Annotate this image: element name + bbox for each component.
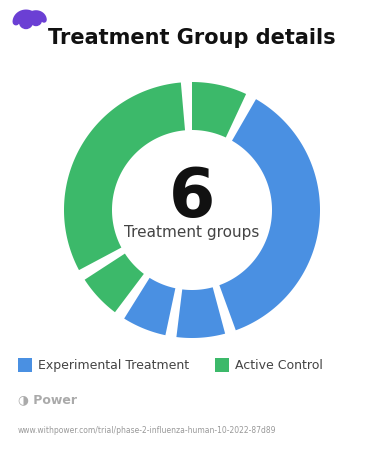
Polygon shape (176, 287, 225, 338)
Text: Treatment Group details: Treatment Group details (48, 28, 336, 48)
Circle shape (20, 15, 33, 28)
Polygon shape (219, 99, 320, 330)
Text: 6: 6 (169, 165, 215, 231)
Text: ◑ Power: ◑ Power (18, 393, 77, 406)
Text: Treatment groups: Treatment groups (124, 225, 260, 239)
Polygon shape (84, 253, 144, 312)
Polygon shape (64, 82, 185, 270)
FancyBboxPatch shape (215, 358, 229, 372)
Polygon shape (124, 278, 175, 335)
Polygon shape (192, 82, 246, 138)
Text: www.withpower.com/trial/phase-2-influenza-human-10-2022-87d89: www.withpower.com/trial/phase-2-influenz… (18, 425, 276, 434)
FancyBboxPatch shape (18, 358, 32, 372)
Text: Active Control: Active Control (235, 359, 323, 372)
Text: Experimental Treatment: Experimental Treatment (38, 359, 189, 372)
Circle shape (30, 14, 41, 26)
